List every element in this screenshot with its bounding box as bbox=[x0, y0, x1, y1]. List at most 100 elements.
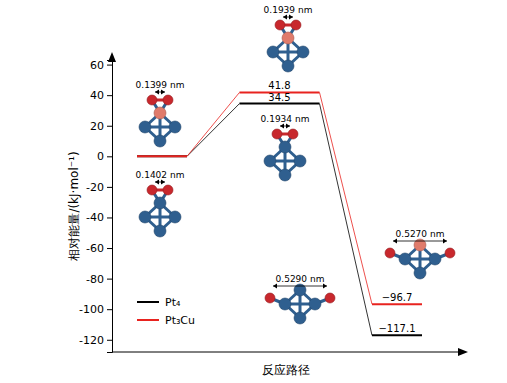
x-axis-line bbox=[112, 352, 460, 353]
atom bbox=[154, 225, 166, 237]
atom bbox=[147, 95, 157, 105]
y-tick: -80 bbox=[86, 273, 112, 286]
structure bbox=[139, 90, 181, 148]
plot-marks bbox=[137, 92, 422, 335]
bond-length: 0.1939 nm bbox=[264, 5, 313, 15]
y-tick-mark bbox=[107, 156, 112, 157]
bond-length: 0.1399 nm bbox=[136, 80, 185, 90]
x-axis-arrow bbox=[458, 348, 468, 356]
bond-length: 0.5290 nm bbox=[276, 274, 325, 284]
data-label: 41.8 bbox=[268, 80, 290, 91]
atom bbox=[279, 298, 291, 310]
connector bbox=[187, 92, 240, 156]
atom bbox=[291, 20, 301, 30]
atom bbox=[279, 169, 291, 181]
atom bbox=[154, 107, 166, 119]
legend-label: Pt₃Cu bbox=[165, 314, 195, 327]
bond-arrow bbox=[393, 241, 447, 242]
y-tick-label: -40 bbox=[86, 211, 104, 224]
data-label: 34.5 bbox=[268, 92, 290, 103]
structure bbox=[267, 15, 309, 73]
y-tick-mark bbox=[107, 126, 112, 127]
atom bbox=[265, 293, 275, 303]
y-tick: -60 bbox=[86, 242, 112, 255]
atom bbox=[309, 298, 321, 310]
bond-length: 0.1402 nm bbox=[136, 170, 185, 180]
atom bbox=[445, 248, 455, 258]
y-tick: 0 bbox=[97, 150, 112, 163]
y-axis: -120 -100 -80 -60 -40 -20 0 20 40 60 bbox=[79, 59, 112, 353]
bond-arrow bbox=[273, 286, 327, 287]
arrow-head bbox=[280, 124, 284, 129]
y-tick-label: 20 bbox=[90, 120, 104, 133]
y-tick-label: 40 bbox=[90, 89, 104, 102]
y-tick-label: -120 bbox=[79, 334, 104, 347]
y-tick: -120 bbox=[79, 334, 112, 347]
y-tick: -40 bbox=[86, 211, 112, 224]
atom bbox=[297, 46, 309, 58]
y-tick: -20 bbox=[86, 181, 112, 194]
atom bbox=[154, 135, 166, 147]
series bbox=[137, 104, 422, 336]
y-tick-label: -100 bbox=[79, 303, 104, 316]
energy-level bbox=[372, 334, 422, 336]
y-tick: 20 bbox=[90, 120, 112, 133]
y-tick-label: -80 bbox=[86, 273, 104, 286]
structure bbox=[385, 239, 455, 280]
atom bbox=[264, 155, 276, 167]
atom bbox=[282, 32, 294, 44]
atom bbox=[272, 129, 282, 139]
arrow-head bbox=[161, 180, 165, 185]
atom bbox=[294, 155, 306, 167]
series bbox=[137, 92, 422, 304]
legend: Pt₄ Pt₃Cu bbox=[137, 296, 195, 327]
atom bbox=[325, 293, 335, 303]
y-tick-mark bbox=[107, 340, 112, 341]
legend-swatch bbox=[137, 301, 159, 303]
arrow-head bbox=[283, 15, 287, 20]
y-tick-mark bbox=[107, 187, 112, 188]
energy-level bbox=[137, 155, 187, 157]
y-tick-mark bbox=[107, 248, 112, 249]
atom bbox=[288, 129, 298, 139]
connector bbox=[320, 104, 373, 336]
y-tick-label: -60 bbox=[86, 242, 104, 255]
y-tick-label: 60 bbox=[90, 59, 104, 72]
atom bbox=[279, 141, 291, 153]
atom bbox=[429, 253, 441, 265]
x-axis-title: 反应路径 bbox=[262, 363, 310, 377]
atom bbox=[385, 248, 395, 258]
atom bbox=[139, 121, 151, 133]
connector bbox=[320, 92, 373, 304]
y-tick: 40 bbox=[90, 89, 112, 102]
data-label: −96.7 bbox=[382, 292, 413, 303]
y-tick-label: 0 bbox=[97, 150, 104, 163]
atom bbox=[275, 20, 285, 30]
chart: -120-100-80-60-40-200204060反应路径相对能量/(kJ·… bbox=[0, 0, 507, 383]
arrow-head bbox=[323, 284, 327, 289]
arrow-head bbox=[273, 284, 277, 289]
legend-swatch bbox=[137, 319, 159, 321]
y-axis-arrow bbox=[108, 52, 116, 62]
legend-label: Pt₄ bbox=[165, 296, 181, 309]
y-tick: -100 bbox=[79, 303, 112, 316]
atom bbox=[169, 211, 181, 223]
energy-level bbox=[137, 155, 187, 157]
energy-level bbox=[372, 303, 422, 305]
y-tick-mark bbox=[107, 95, 112, 96]
y-tick-mark bbox=[107, 217, 112, 218]
y-axis-line bbox=[107, 61, 113, 353]
y-tick-mark bbox=[107, 279, 112, 280]
atom bbox=[147, 185, 157, 195]
arrow-head bbox=[443, 239, 447, 244]
atom bbox=[163, 95, 173, 105]
data-label: −117.1 bbox=[378, 323, 415, 334]
y-tick-label: -20 bbox=[86, 181, 104, 194]
bond-length: 0.5270 nm bbox=[396, 229, 445, 239]
atom bbox=[139, 211, 151, 223]
atom bbox=[414, 267, 426, 279]
atom bbox=[294, 312, 306, 324]
arrow-head bbox=[289, 15, 293, 20]
atom bbox=[282, 60, 294, 72]
arrow-head bbox=[286, 124, 290, 129]
